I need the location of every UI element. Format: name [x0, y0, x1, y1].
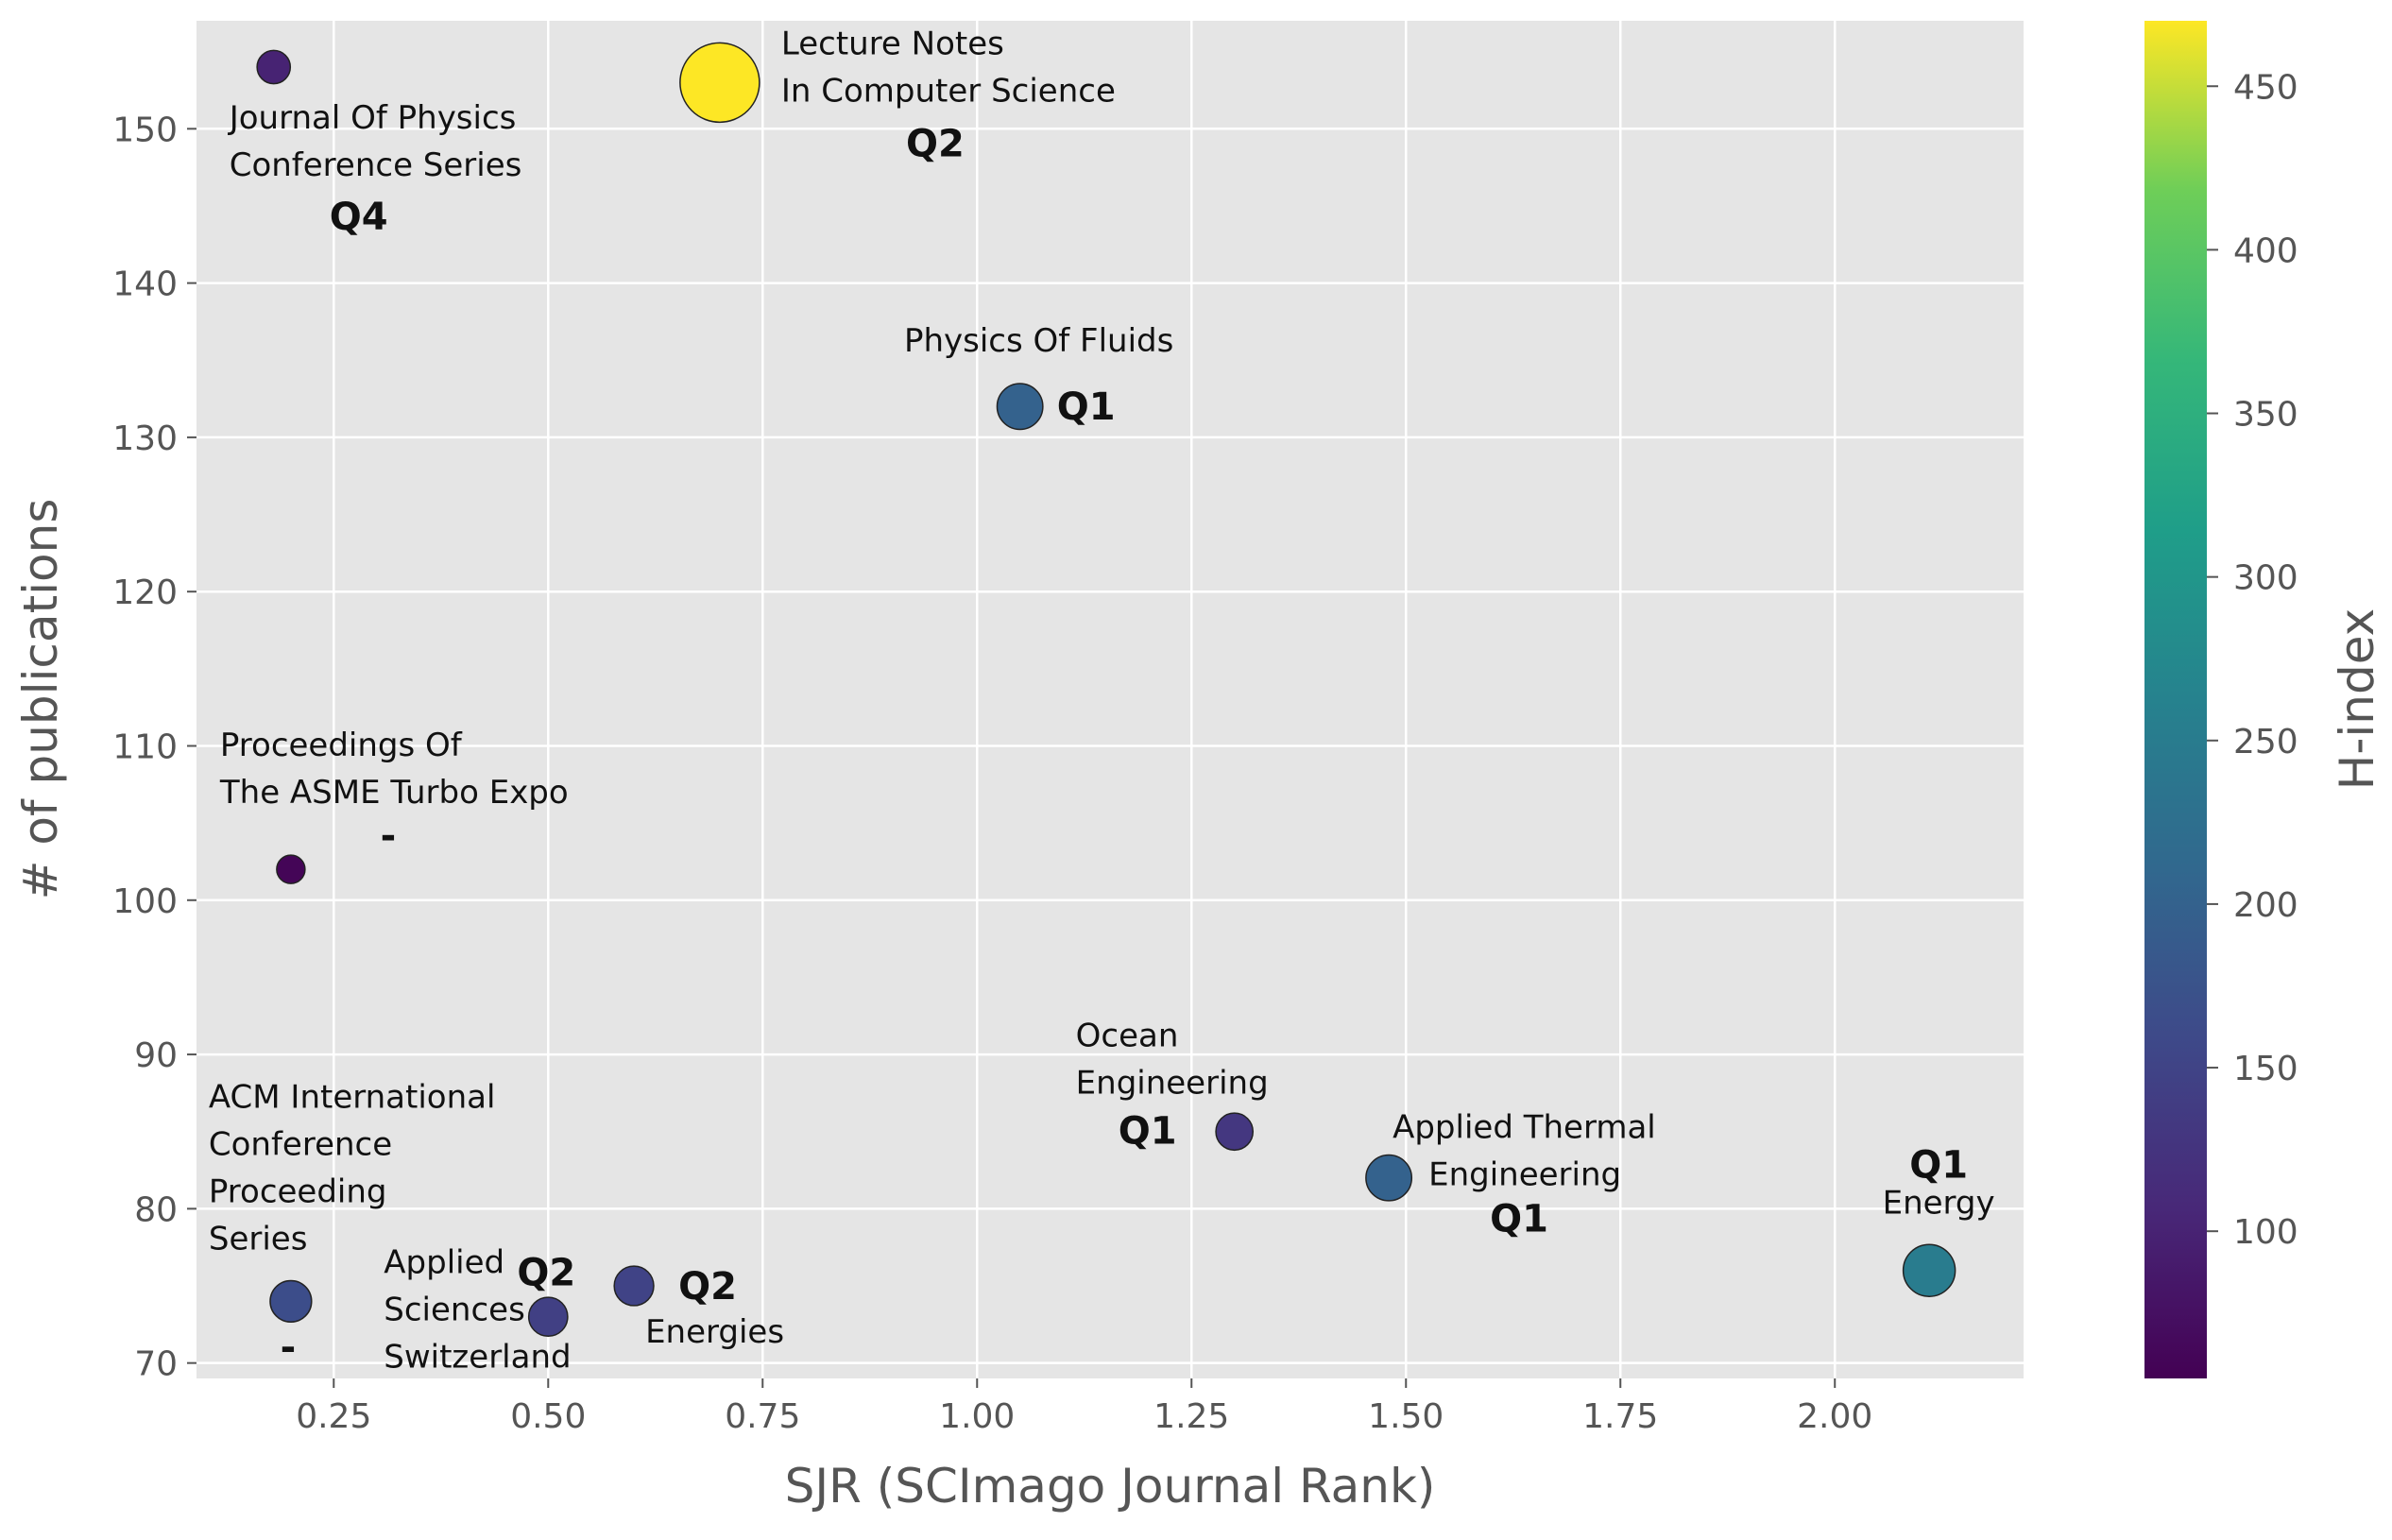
point-journal-of-physics-conference-series [256, 49, 292, 85]
annotation-journal-name: The ASME Turbo Expo [219, 774, 569, 812]
point-proceedings-of-the-asme-turbo-expo [276, 854, 306, 884]
annotation-quartile: Q1 [1057, 385, 1116, 429]
colorbar-label: H-index [2330, 608, 2384, 790]
y-tick-label: 110 [112, 727, 178, 766]
y-tick-label: 70 [134, 1345, 178, 1384]
y-tick-label: 90 [134, 1036, 178, 1075]
colorbar-tick-label: 400 [2233, 231, 2298, 270]
point-lecture-notes-in-computer-science [679, 42, 760, 124]
annotation-journal-name: Energies [645, 1313, 784, 1351]
annotation-quartile: - [281, 1326, 297, 1369]
point-annotations: Journal Of Physics Conference Series Q4 Lec… [209, 25, 1995, 1376]
colorbar-tick-label: 250 [2233, 723, 2298, 761]
y-axis-ticks: 70 80 90 100 110 120 130 140 150 [112, 111, 196, 1384]
y-tick-label: 100 [112, 882, 178, 921]
annotation-quartile: Q1 [1119, 1110, 1177, 1154]
point-applied-sciences-switzerland [527, 1296, 569, 1338]
colorbar [2144, 21, 2207, 1378]
x-tick-label: 0.75 [725, 1397, 800, 1436]
colorbar-tick-label: 150 [2233, 1050, 2298, 1088]
annotation-quartile: Q1 [1490, 1198, 1548, 1241]
grid [196, 21, 2024, 1378]
annotation-journal-name: Energy [1883, 1185, 1995, 1223]
data-points [256, 42, 1956, 1338]
y-tick-label: 140 [112, 265, 178, 304]
annotation-journal-name: Series [209, 1220, 308, 1258]
annotation-journal-name: Engineering [1428, 1156, 1621, 1194]
annotation-quartile: Q2 [906, 122, 965, 165]
point-acm-international-conference-proceeding-series [269, 1279, 313, 1324]
y-tick-label: 130 [112, 419, 178, 458]
annotation-journal-name: ACM International [209, 1078, 496, 1116]
x-tick-label: 1.25 [1153, 1397, 1229, 1436]
x-axis-ticks: 0.25 0.50 0.75 1.00 1.25 1.50 1.75 2.00 [296, 1378, 1872, 1436]
point-energy [1902, 1243, 1956, 1297]
colorbar-tick-label: 350 [2233, 396, 2298, 435]
y-tick-label: 120 [112, 573, 178, 612]
plot-area [196, 21, 2024, 1378]
annotation-journal-name: Physics Of Fluids [904, 322, 1173, 360]
x-tick-label: 0.50 [510, 1397, 586, 1436]
x-tick-label: 1.75 [1582, 1397, 1658, 1436]
colorbar-tick-label: 450 [2233, 68, 2298, 107]
annotation-journal-name: Lecture Notes [781, 25, 1004, 62]
point-ocean-engineering [1215, 1112, 1255, 1152]
y-axis-label: # of publications [13, 499, 68, 900]
x-tick-label: 1.00 [939, 1397, 1015, 1436]
colorbar-tick-label: 200 [2233, 886, 2298, 925]
annotation-quartile: - [381, 814, 397, 858]
annotation-journal-name: Switzerland [384, 1339, 571, 1377]
annotation-journal-name: Engineering [1076, 1065, 1269, 1103]
x-tick-label: 2.00 [1797, 1397, 1872, 1436]
annotation-journal-name: Sciences [384, 1292, 525, 1329]
annotation-journal-name: Proceeding [209, 1172, 387, 1210]
point-energies [613, 1265, 655, 1307]
colorbar-ticks: 100 150 200 250 300 350 400 450 [2207, 68, 2298, 1252]
annotation-journal-name: Conference Series [230, 146, 522, 184]
y-tick-label: 150 [112, 111, 178, 149]
annotation-quartile: Q1 [1909, 1144, 1968, 1188]
annotation-journal-name: Conference [209, 1125, 392, 1163]
y-tick-label: 80 [134, 1190, 178, 1229]
x-axis-label: SJR (SCImago Journal Rank) [785, 1459, 1436, 1514]
annotation-journal-name: Applied Thermal [1392, 1109, 1656, 1147]
annotation-quartile: Q2 [517, 1252, 575, 1295]
x-tick-label: 1.50 [1368, 1397, 1444, 1436]
annotation-quartile: Q2 [678, 1265, 737, 1309]
point-physics-of-fluids [996, 383, 1044, 431]
annotation-journal-name: Applied [384, 1244, 504, 1282]
annotation-journal-name: Ocean [1076, 1018, 1179, 1055]
annotation-journal-name: Journal Of Physics [228, 99, 517, 137]
colorbar-tick-label: 300 [2233, 559, 2298, 598]
point-applied-thermal-engineering [1365, 1154, 1413, 1202]
annotation-journal-name: In Computer Science [781, 72, 1116, 110]
annotation-journal-name: Proceedings Of [220, 727, 463, 764]
colorbar-tick-label: 100 [2233, 1213, 2298, 1252]
x-tick-label: 0.25 [296, 1397, 371, 1436]
annotation-quartile: Q4 [330, 196, 388, 239]
